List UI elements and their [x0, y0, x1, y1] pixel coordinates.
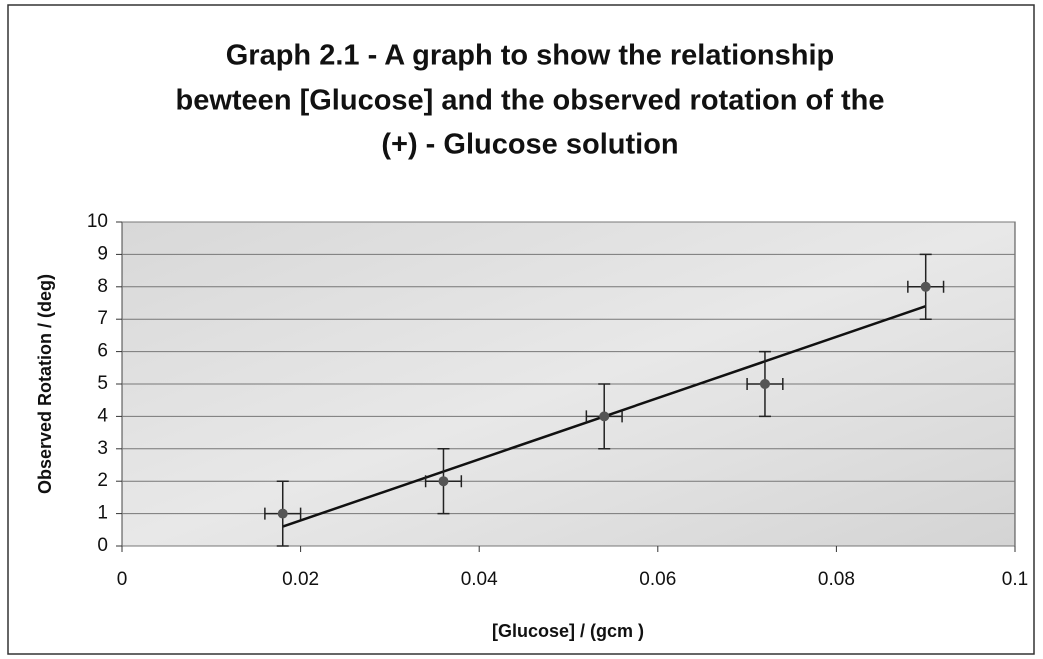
x-tick-label: 0: [117, 569, 128, 590]
y-tick-label: 2: [97, 470, 108, 491]
x-tick-label: 0.04: [461, 569, 498, 590]
y-tick-label: 6: [97, 341, 108, 362]
y-tick-label: 0: [97, 535, 108, 556]
chart-title: bewteen [Glucose] and the observed rotat…: [176, 85, 885, 117]
chart-title: Graph 2.1 - A graph to show the relation…: [226, 40, 835, 72]
y-tick-label: 1: [97, 503, 108, 524]
y-tick-label: 7: [97, 308, 108, 329]
data-point: [920, 281, 931, 292]
y-tick-label: 10: [87, 211, 108, 232]
data-point: [438, 476, 449, 487]
y-tick-label: 9: [97, 243, 108, 264]
y-tick-label: 3: [97, 438, 108, 459]
y-axis-label: Observed Rotation / (deg): [35, 274, 55, 494]
data-point: [759, 379, 770, 389]
data-point: [277, 508, 288, 519]
chart-title: (+) - Glucose solution: [381, 129, 678, 161]
x-tick-label: 0.1: [1002, 569, 1028, 590]
y-tick-label: 5: [97, 373, 108, 394]
data-point: [599, 411, 610, 422]
x-tick-label: 0.02: [282, 569, 319, 590]
x-tick-label: 0.06: [639, 569, 676, 590]
y-tick-label: 4: [97, 405, 108, 426]
x-axis-label: [Glucose] / (gcm ): [492, 621, 644, 641]
y-tick-label: 8: [97, 276, 108, 297]
x-tick-label: 0.08: [818, 569, 855, 590]
